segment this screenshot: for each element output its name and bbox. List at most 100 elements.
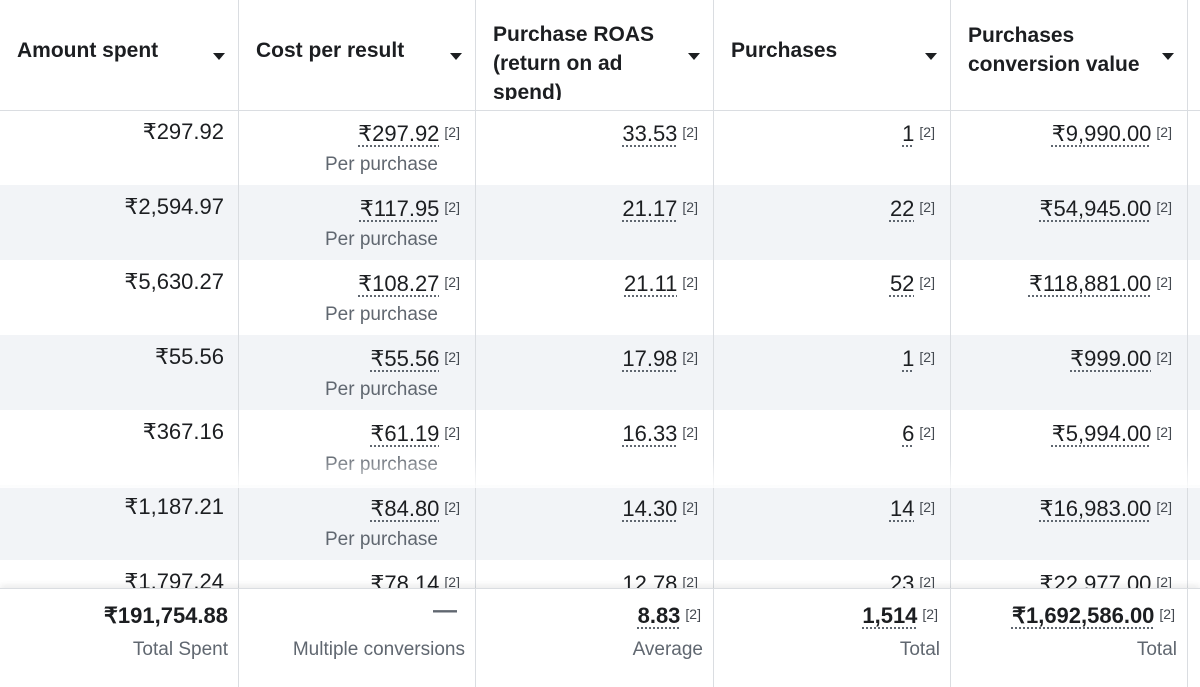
conversion-value-wrap: ₹16,983.00 [2] [1040, 494, 1172, 522]
footnote-marker[interactable]: [2] [682, 124, 698, 140]
sort-caret-icon[interactable] [688, 53, 700, 60]
sort-caret-icon[interactable] [925, 53, 937, 60]
total-roas-label: Average [632, 639, 703, 660]
footnote-marker[interactable]: [2] [919, 124, 935, 140]
column-label: Purchases conversion value [968, 24, 1140, 76]
cost-per-result-cell: ₹84.80 [2] Per purchase [239, 485, 476, 560]
cost-per-result[interactable]: ₹55.56 [370, 346, 440, 371]
conversion-value[interactable]: ₹16,983.00 [1039, 496, 1152, 521]
total-amount-spent: ₹191,754.88 [103, 603, 228, 628]
footnote-marker[interactable]: [2] [444, 274, 460, 290]
purchase-roas-cell: 12.78 [2] [476, 560, 714, 588]
sort-caret-icon[interactable] [1162, 53, 1174, 60]
footnote-marker[interactable]: [2] [682, 499, 698, 515]
purchase-roas[interactable]: 33.53 [622, 121, 678, 146]
footnote-marker[interactable]: [2] [1156, 424, 1172, 440]
purchase-roas[interactable]: 21.11 [624, 271, 678, 296]
footnote-marker[interactable]: [2] [1156, 124, 1172, 140]
footnote-marker[interactable]: [2] [919, 499, 935, 515]
cost-per-result[interactable]: ₹61.19 [370, 421, 440, 446]
footnote-marker[interactable]: [2] [444, 499, 460, 515]
purchase-roas-cell: 16.33 [2] [476, 410, 714, 485]
footnote-marker[interactable]: [2] [1156, 199, 1172, 215]
footnote-marker[interactable]: [2] [444, 199, 460, 215]
purchase-roas-cell: 21.17 [2] [476, 185, 714, 260]
footnote-marker[interactable]: [2] [1156, 574, 1172, 588]
purchase-roas[interactable]: 21.17 [622, 196, 678, 221]
footnote-marker[interactable]: [2] [919, 349, 935, 365]
conversion-value[interactable]: ₹118,881.00 [1028, 271, 1152, 296]
table-row[interactable]: ₹5,630.27 ₹108.27 [2] Per purchase 21.11 [2] 5… [0, 260, 1200, 335]
purchases[interactable]: 6 [902, 421, 915, 446]
purchase-roas[interactable]: 14.30 [622, 496, 678, 521]
footnote-marker[interactable]: [2] [682, 424, 698, 440]
total-purchases[interactable]: 1,514 [862, 603, 918, 628]
purchase-roas-value: 16.33 [2] [622, 419, 698, 447]
footnote-marker[interactable]: [2] [682, 199, 698, 215]
table-row[interactable]: ₹55.56 ₹55.56 [2] Per purchase 17.98 [2] 1 [2] ₹… [0, 335, 1200, 410]
footnote-marker[interactable]: [2] [919, 424, 935, 440]
column-header-purchases[interactable]: Purchases [714, 0, 951, 110]
table-row[interactable]: ₹1,797.24 ₹78.14 [2] 12.78 [2] 23 [2] ₹22,977.0… [0, 560, 1200, 588]
conversion-value[interactable]: ₹5,994.00 [1051, 421, 1152, 446]
cost-per-result-type: Per purchase [324, 304, 438, 325]
purchases[interactable]: 52 [889, 271, 915, 296]
footnote-marker[interactable]: [2] [444, 124, 460, 140]
column-header-purchases-conversion-value[interactable]: Purchases conversion value [951, 0, 1188, 110]
purchases[interactable]: 22 [889, 196, 915, 221]
footnote-marker[interactable]: [2] [682, 574, 698, 588]
footnote-marker[interactable]: [2] [1159, 606, 1175, 622]
purchases[interactable]: 14 [889, 496, 915, 521]
footnote-marker[interactable]: [2] [919, 574, 935, 588]
cost-per-result[interactable]: ₹297.92 [358, 121, 440, 146]
purchases[interactable]: 1 [902, 121, 915, 146]
conversion-value-wrap: ₹54,945.00 [2] [1040, 194, 1172, 222]
cost-per-result[interactable]: ₹84.80 [370, 496, 440, 521]
conversion-value-cell: ₹5,994.00 [2] [951, 410, 1188, 485]
total-conversion-value-label: Total [1136, 639, 1177, 660]
purchase-roas[interactable]: 12.78 [622, 571, 678, 588]
cost-per-result[interactable]: ₹108.27 [358, 271, 440, 296]
conversion-value[interactable]: ₹9,990.00 [1051, 121, 1152, 146]
purchases[interactable]: 23 [889, 571, 915, 588]
table-row[interactable]: ₹2,594.97 ₹117.95 [2] Per purchase 21.17 [2] 2… [0, 185, 1200, 260]
footnote-marker[interactable]: [2] [922, 606, 938, 622]
table-row[interactable]: ₹297.92 ₹297.92 [2] Per purchase 33.53 [2] 1 [2… [0, 110, 1200, 185]
sort-caret-icon[interactable] [450, 53, 462, 60]
purchases-cell: 52 [2] [714, 260, 951, 335]
extra-cell [1188, 560, 1200, 588]
purchases-cell: 1 [2] [714, 110, 951, 185]
amount-spent-cell: ₹5,630.27 [0, 260, 239, 335]
footnote-marker[interactable]: [2] [919, 199, 935, 215]
footnote-marker[interactable]: [2] [1156, 499, 1172, 515]
purchase-roas[interactable]: 16.33 [622, 421, 678, 446]
footnote-marker[interactable]: [2] [919, 274, 935, 290]
cost-per-result[interactable]: ₹117.95 [359, 196, 440, 221]
conversion-value[interactable]: ₹999.00 [1070, 346, 1152, 371]
footnote-marker[interactable]: [2] [1156, 349, 1172, 365]
conversion-value-cell: ₹54,945.00 [2] [951, 185, 1188, 260]
conversion-value-wrap: ₹118,881.00 [2] [1029, 269, 1172, 297]
footnote-marker[interactable]: [2] [1156, 274, 1172, 290]
footnote-marker[interactable]: [2] [685, 606, 701, 622]
sort-caret-icon[interactable] [213, 53, 225, 60]
total-conversion-value[interactable]: ₹1,692,586.00 [1011, 603, 1155, 628]
footnote-marker[interactable]: [2] [444, 574, 460, 588]
footnote-marker[interactable]: [2] [682, 349, 698, 365]
purchases[interactable]: 1 [902, 346, 915, 371]
column-header-cost-per-result[interactable]: Cost per result [239, 0, 476, 110]
cost-per-result[interactable]: ₹78.14 [370, 571, 440, 588]
column-header-amount-spent[interactable]: Amount spent [0, 0, 239, 110]
footnote-marker[interactable]: [2] [682, 274, 698, 290]
cost-per-result-type: Per purchase [324, 379, 438, 400]
footer-extra-cell [1188, 589, 1200, 687]
footnote-marker[interactable]: [2] [444, 424, 460, 440]
purchase-roas[interactable]: 17.98 [622, 346, 678, 371]
conversion-value[interactable]: ₹22,977.00 [1039, 571, 1152, 588]
column-header-purchase-roas[interactable]: Purchase ROAS (return on ad spend) [476, 0, 714, 110]
footnote-marker[interactable]: [2] [444, 349, 460, 365]
cost-per-result-cell: ₹117.95 [2] Per purchase [239, 185, 476, 260]
table-row[interactable]: ₹1,187.21 ₹84.80 [2] Per purchase 14.30 [2] 14… [0, 485, 1200, 560]
total-roas[interactable]: 8.83 [637, 603, 681, 628]
conversion-value[interactable]: ₹54,945.00 [1039, 196, 1152, 221]
